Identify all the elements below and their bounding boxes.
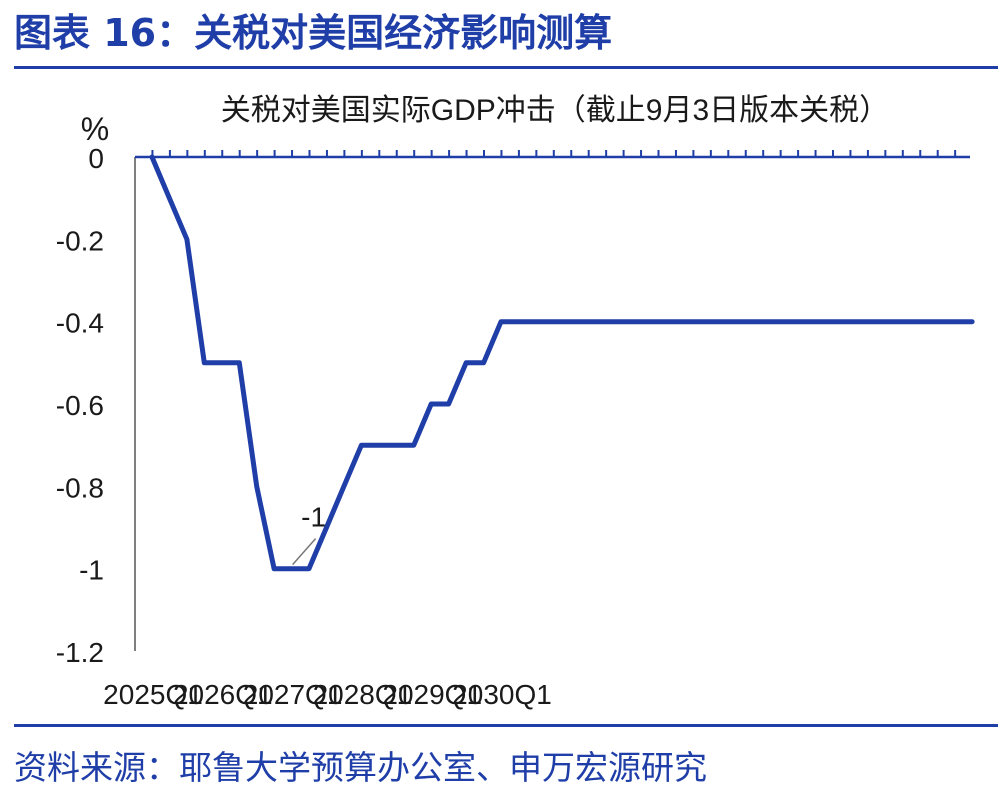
- series-line: [149, 154, 975, 572]
- y-axis-unit: %: [81, 111, 109, 147]
- source-note: 资料来源：耶鲁大学预算办公室、申万宏源研究: [14, 748, 707, 787]
- y-tick-label: -1: [79, 555, 104, 586]
- x-tick-label: 2030Q1: [452, 679, 552, 710]
- y-tick-label: 0: [88, 143, 104, 174]
- series-layer: [149, 154, 975, 572]
- x-tick-label: 2027Q1: [243, 679, 343, 710]
- y-tick-label: -0.4: [56, 308, 104, 339]
- x-tick-label: 2028Q1: [313, 679, 413, 710]
- title-rule: [14, 66, 998, 69]
- figure-title: 图表 16：关税对美国经济影响测算: [14, 11, 613, 55]
- line-chart: 关税对美国实际GDP冲击（截止9月3日版本关税） % 0 -0.2 -0.4 -0.6…: [56, 94, 975, 710]
- chart-title: 关税对美国实际GDP冲击（截止9月3日版本关税）: [221, 94, 889, 127]
- y-axis: 0 -0.2 -0.4 -0.6 -0.8 -1 -1.2: [56, 143, 136, 668]
- annotation-layer: -1: [292, 502, 326, 566]
- y-tick-label: -0.8: [56, 472, 104, 503]
- y-tick-label: -0.2: [56, 225, 104, 256]
- data-label: -1: [301, 502, 326, 533]
- x-tick-label: 2025Q1: [103, 679, 203, 710]
- y-tick-label: -1.2: [56, 637, 104, 668]
- annotation-leader: [292, 538, 317, 566]
- x-tick-label: 2029Q1: [382, 679, 482, 710]
- x-tick-label: 2026Q1: [173, 679, 273, 710]
- source-rule: [14, 724, 998, 727]
- y-tick-label: -0.6: [56, 390, 104, 421]
